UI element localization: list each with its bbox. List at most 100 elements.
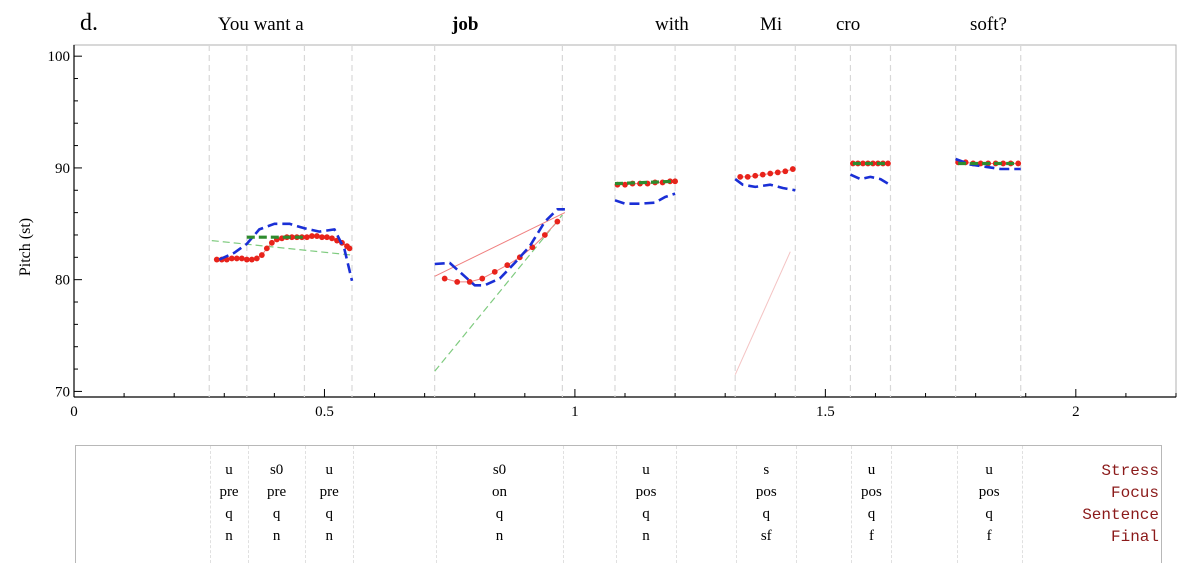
feature-cell: f [868,528,874,544]
pitch-point [233,255,240,262]
pitch-chart: 70 80 90 100 0 0.5 1 1.5 2 [48,44,1177,420]
pitch-point [213,256,220,263]
pitch-point [789,166,796,172]
word-label: job [452,14,479,35]
pitch-point [228,255,235,262]
feature-cell: pre [219,484,239,500]
word-label: You want a [218,14,304,35]
feature-cell: sf [760,528,772,544]
feature-boundary [891,446,893,563]
pink-thin-line [434,212,566,277]
blue-dashed-line [734,178,796,192]
pitch-point [1015,160,1022,167]
feature-boundary [796,446,798,563]
feature-cell: s0 [269,462,284,478]
feature-boundary [247,446,249,563]
pitch-point [319,234,325,241]
feature-boundary [435,446,437,563]
feature-cell: u [225,462,233,478]
word-label: soft? [970,14,1007,35]
feature-cell: u [867,462,876,478]
y-tick-label: 100 [48,49,71,65]
pitch-point [744,173,751,180]
x-tick-label: 0.5 [315,404,334,420]
feature-cell: on [492,484,508,500]
x-tick-label: 1.5 [816,404,835,420]
green-thin-dashed-line [211,240,353,256]
feature-cell: q [762,506,771,522]
feature-cell: q [225,506,233,522]
feature-panel: u pre q n s0 pre q n u pre q n s0 on q n u pos q n s pos q sf u p… [75,445,1162,563]
pitch-point [253,255,260,262]
feature-boundary [353,446,354,563]
feature-cell: u [985,462,993,478]
feature-boundary [615,446,617,563]
green-thin-dashed-line [434,214,563,372]
feature-cell: q [325,506,333,522]
x-tick-label: 2 [1072,404,1080,420]
blue-dashed-line [218,222,354,282]
feature-cell: pos [978,484,1000,500]
feature-cell: q [272,506,281,522]
pitch-point [314,233,320,239]
feature-cell: n [642,528,650,544]
pitch-point [324,234,330,241]
panel-label: d. [80,10,98,36]
feature-cell: pre [267,484,287,500]
pitch-point [329,235,335,242]
feature-cell: q [495,506,504,522]
blue-dashed-line [849,173,889,185]
pitch-point [767,170,774,177]
feature-cell: s [763,462,770,478]
pitch-point [860,160,866,167]
pitch-point [774,169,781,176]
feature-boundary [736,446,738,563]
feature-cell: u [642,462,650,478]
blue-dashed-line [955,157,1021,171]
y-tick-label: 90 [55,161,70,177]
pitch-point [466,279,473,285]
pitch-point [238,255,245,262]
blue-dashed-line [434,208,565,287]
tier-label: Final [1110,528,1159,546]
feature-cell: f [986,528,992,544]
feature-cell: n [272,528,281,544]
pitch-point [737,173,744,180]
plot-frame [73,44,1177,398]
tier-label: Sentence [1082,506,1159,524]
pitch-point [782,168,789,175]
red-dots-line [444,221,558,283]
green-dashed-thick-line [614,179,676,186]
y-tick-label: 80 [55,273,70,289]
pitch-point [454,279,461,285]
feature-cell: q [867,506,876,522]
pitch-point [248,256,255,263]
pitch-point [304,234,310,241]
pitch-point [243,256,250,263]
pitch-point [622,181,628,188]
pitch-point [504,262,511,269]
feature-cell: pre [319,484,339,500]
pitch-point [263,245,270,252]
feature-cell: pos [755,484,777,500]
faint-thin-line [734,251,791,375]
feature-cell: q [642,506,650,522]
pitch-point [885,160,891,167]
feature-cell: n [495,528,504,544]
y-tick-label: 70 [55,384,70,400]
tier-label: Focus [1110,484,1159,502]
feature-boundary [676,446,678,563]
feature-boundary [956,446,958,563]
feature-boundary [851,446,853,563]
pitch-point [258,252,265,258]
pitch-point [554,218,561,225]
y-axis-label: Pitch (st) [17,217,34,277]
word-label: cro [836,14,861,35]
feature-cell: pos [861,484,882,500]
pitch-point [752,172,759,179]
tier-label: Stress [1101,462,1159,480]
feature-boundary [210,446,212,563]
feature-cell: n [225,528,233,544]
feature-boundary [305,446,307,563]
word-label: with [655,14,689,35]
